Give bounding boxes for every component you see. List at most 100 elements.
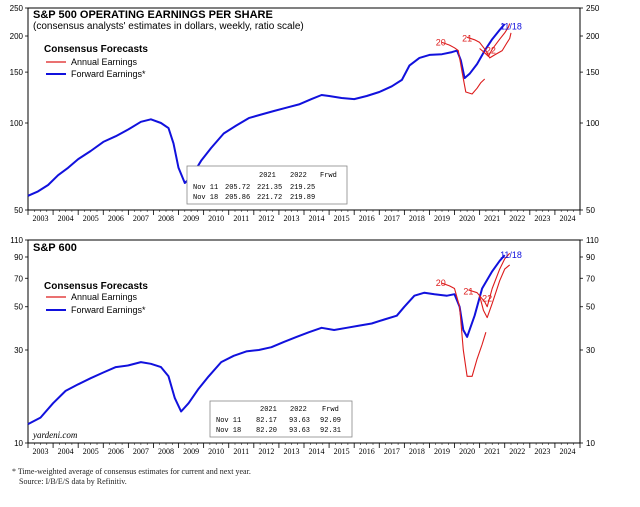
sp500-annotation-22: 22 [486,46,496,56]
sp600-xtick-label: 2023 [534,447,550,456]
sp500-xtick-label: 2022 [509,214,525,223]
sp600-ytick-right-label: 90 [586,253,595,262]
sp500-y-axis: 50 50 100 100 150 150 200 200 250 250 [10,4,600,215]
sp500-legend-title: Consensus Forecasts [44,44,148,55]
sp600-xtick-label: 2018 [409,447,425,456]
sp500-table-row2-label: Nov 18 [193,194,218,202]
yardeni-watermark: yardeni.com [32,430,78,440]
sp500-table-row1-2022: 221.35 [257,184,282,192]
sp500-ytick-left-label: 200 [10,32,24,41]
sp500-xtick-label: 2008 [158,214,174,223]
sp500-xtick-label: 2013 [283,214,299,223]
sp500-panel: S&P 500 OPERATING EARNINGS PER SHARE (co… [10,4,600,223]
sp500-ytick-right-label: 250 [586,4,600,13]
sp500-xtick-label: 2019 [434,214,450,223]
sp500-annotation-21: 21 [462,34,472,44]
sp500-legend-annual-label: Annual Earnings [71,57,138,67]
sp600-series-2022-annual [479,252,511,308]
sp600-xtick-label: 2017 [384,447,400,456]
sp600-xtick-label: 2005 [83,447,99,456]
sp600-estimates-table: 2021 2022 Frwd Nov 11 82.17 93.63 92.09 … [209,400,353,438]
sp500-xtick-label: 2015 [334,214,350,223]
sp600-legend-annual-label: Annual Earnings [71,292,138,302]
sp600-ytick-right-label: 10 [586,439,595,448]
footnote-line-1: * Time-weighted average of consensus est… [12,467,251,476]
sp600-xtick-label: 2016 [359,447,375,456]
sp600-annotations: 20 21 22 11/18 [436,250,522,304]
sp600-xtick-label: 2024 [559,447,575,456]
sp600-annotation-20: 20 [436,278,446,288]
sp500-table-row1-label: Nov 11 [193,184,218,192]
sp600-xtick-label: 2009 [183,447,199,456]
sp600-ytick-left-label: 110 [10,236,23,245]
sp600-y-axis: 10 10 30 30 50 50 70 70 90 90 110 110 [10,236,599,448]
sp600-series [27,252,511,425]
sp600-series-2021-annual [468,264,511,319]
sp600-ytick-left-label: 30 [14,346,23,355]
sp600-ytick-right-label: 30 [586,346,595,355]
sp600-xtick-label: 2011 [233,447,249,456]
sp600-xtick-label: 2008 [158,447,174,456]
sp600-table-row2-label: Nov 18 [216,427,241,435]
sp500-series-2021-annual [466,32,512,59]
sp500-ytick-left-label: 100 [10,119,24,128]
sp600-table-row1-label: Nov 11 [216,417,241,425]
sp500-ytick-right-label: 100 [586,119,600,128]
sp500-xtick-label: 2005 [83,214,99,223]
sp600-table-row2-2022: 93.63 [289,427,310,435]
sp600-title: S&P 600 [33,242,77,254]
sp500-series-2020-annual [441,41,486,95]
sp500-xtick-label: 2003 [33,214,49,223]
footnote-source: Source: I/B/E/S data by Refinitiv. [19,477,127,486]
sp500-annotations: 20 21 22 11/18 [436,21,522,55]
sp600-panel: S&P 600 Consensus Forecasts Annual Earni… [10,236,599,456]
sp600-ytick-right-label: 50 [586,303,595,312]
sp500-ytick-right-label: 150 [586,68,600,77]
sp500-xtick-label: 2023 [534,214,550,223]
sp600-xtick-label: 2007 [133,447,149,456]
sp600-legend-title: Consensus Forecasts [44,281,148,292]
sp500-table-row2-2022: 221.72 [257,194,282,202]
sp500-xtick-label: 2011 [233,214,249,223]
sp600-xtick-label: 2004 [58,447,74,456]
sp500-title: S&P 500 OPERATING EARNINGS PER SHARE [33,9,273,21]
sp600-ytick-left-label: 10 [14,439,23,448]
sp500-ytick-right-label: 50 [586,206,595,215]
sp600-table-row2-2021: 82.20 [256,427,277,435]
sp500-xtick-label: 2018 [409,214,425,223]
sp600-table-row1-2021: 82.17 [256,417,277,425]
sp600-table-row1-frwd: 92.09 [320,417,341,425]
sp500-legend-forward-label: Forward Earnings* [71,69,146,79]
sp500-x-axis: 2003 2004 2005 2006 2007 2008 2009 2010 2011 2012… [27,210,581,223]
sp600-legend-forward-label: Forward Earnings* [71,305,146,315]
sp600-annotation-21: 21 [463,286,473,296]
sp500-xtick-label: 2006 [108,214,124,223]
sp600-xtick-label: 2003 [33,447,49,456]
sp500-annotation-11-18: 11/18 [500,21,522,31]
sp500-xtick-label: 2024 [559,214,575,223]
sp600-table-header-2021: 2021 [260,406,277,414]
sp600-ytick-left-label: 70 [14,274,23,283]
sp500-table-row1-frwd: 219.25 [290,184,315,192]
sp500-xtick-label: 2009 [183,214,199,223]
sp600-xtick-label: 2019 [434,447,450,456]
sp600-x-axis: 2003 2004 2005 2006 2007 2008 2009 2010 2011 2012… [27,443,581,456]
sp500-ytick-left-label: 150 [10,68,24,77]
sp600-xtick-label: 2006 [108,447,124,456]
sp600-annotation-22: 22 [482,294,492,304]
sp500-series [27,23,512,197]
sp600-series-2020-annual [441,282,487,377]
sp500-xtick-label: 2007 [133,214,149,223]
sp500-series-2022-annual [479,23,511,57]
sp500-annotation-20: 20 [436,37,446,47]
sp500-xtick-label: 2012 [258,214,274,223]
sp600-table-row2-frwd: 92.31 [320,427,341,435]
sp500-table-header-2022: 2022 [290,172,307,180]
sp500-series-forward-earnings [27,23,506,197]
sp600-table-row1-2022: 93.63 [289,417,310,425]
sp600-xtick-label: 2012 [258,447,274,456]
sp500-xtick-label: 2017 [384,214,400,223]
sp600-xtick-label: 2022 [509,447,525,456]
sp500-ytick-left-label: 250 [10,4,24,13]
sp600-annotation-11-18: 11/18 [500,250,522,260]
